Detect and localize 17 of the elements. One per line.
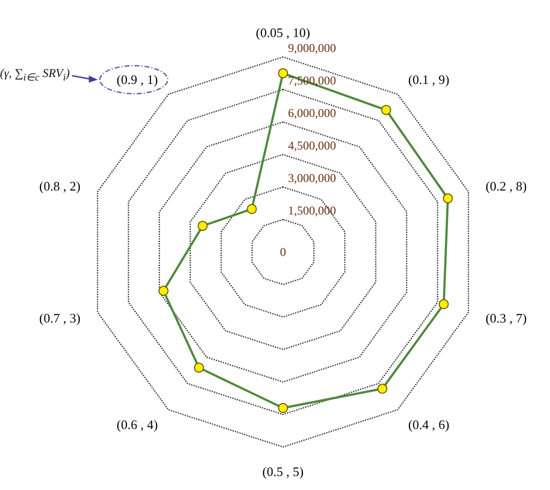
text: (γ, ∑$_{i∈c}$ SRV$_{i}$) (0, 66, 70, 84)
spoke-label: (0.1 , 9) (408, 72, 450, 88)
spoke-label: (0.2 , 8) (486, 178, 527, 194)
y-tick-label: 9,000,000 (288, 41, 336, 55)
spoke-label: (0.6 , 4) (116, 416, 158, 432)
y-tick-label: 6,000,000 (288, 106, 336, 120)
spoke-label: (0.9 , 1) (116, 72, 158, 88)
spoke-label: (0.7 , 3) (39, 310, 80, 326)
spoke-label: (0.5 , 5) (262, 464, 304, 479)
y-tick-label: 1,500,000 (288, 204, 336, 218)
y-tick-label: 3,000,000 (288, 171, 336, 185)
spoke-label: (0.3 , 7) (486, 310, 527, 326)
spoke-label: (0.05 , 10) (256, 25, 310, 40)
y-tick-label: 0 (280, 245, 286, 259)
spoke-label: (0.8 , 2) (39, 178, 80, 194)
y-tick-label: 4,500,000 (288, 138, 336, 152)
spoke-label: (0.4 , 6) (408, 416, 450, 432)
